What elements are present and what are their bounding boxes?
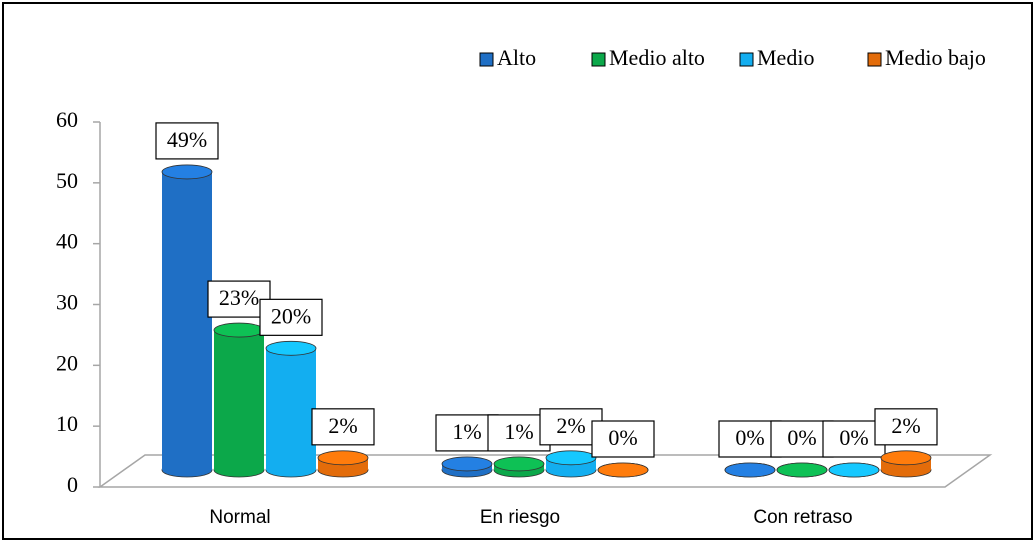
- y-tick-label: 20: [56, 350, 78, 375]
- bar-top: [597, 462, 649, 478]
- bar-top: [265, 340, 317, 356]
- legend-label: Medio alto: [609, 45, 705, 70]
- bar: [213, 322, 265, 478]
- legend-swatch: [739, 52, 754, 67]
- x-tick-label: Normal: [209, 507, 270, 528]
- data-label: 20%: [271, 303, 311, 328]
- bar: [597, 462, 649, 478]
- legend-swatch: [479, 52, 494, 67]
- x-tick-label: Con retraso: [753, 507, 852, 528]
- bar-top: [213, 322, 265, 338]
- bar-body: [162, 171, 212, 470]
- data-label: 49%: [167, 127, 207, 152]
- y-tick-label: 30: [56, 290, 78, 315]
- bar: [776, 462, 828, 478]
- bar-top: [724, 462, 776, 478]
- bar-top: [317, 450, 369, 466]
- data-label: 0%: [787, 425, 816, 450]
- data-label-box: [311, 408, 375, 446]
- bar: [317, 450, 369, 478]
- legend-label: Alto: [497, 45, 536, 70]
- data-label-box: [155, 122, 219, 160]
- bar: [724, 462, 776, 478]
- data-label: 2%: [556, 413, 585, 438]
- data-label: 2%: [328, 413, 357, 438]
- bar-top: [880, 450, 932, 466]
- data-label: 1%: [452, 419, 481, 444]
- data-label: 0%: [735, 425, 764, 450]
- bar-body: [266, 348, 316, 470]
- data-label: 1%: [504, 419, 533, 444]
- bar-top: [776, 462, 828, 478]
- bar-top: [545, 450, 597, 466]
- bar: [493, 456, 545, 478]
- bar: [828, 462, 880, 478]
- bar-top: [161, 164, 213, 180]
- legend-label: Medio: [757, 45, 814, 70]
- bar: [265, 340, 317, 478]
- data-label: 0%: [839, 425, 868, 450]
- x-tick-label: En riesgo: [480, 507, 560, 528]
- y-tick-label: 60: [56, 107, 78, 132]
- bar-top: [441, 456, 493, 472]
- legend-swatch: [867, 52, 882, 67]
- y-tick-label: 50: [56, 168, 78, 193]
- legend-swatch: [591, 52, 606, 67]
- y-tick-label: 10: [56, 411, 78, 436]
- data-label-box: [874, 408, 938, 446]
- y-tick-label: 0: [67, 472, 78, 497]
- data-label: 2%: [891, 413, 920, 438]
- bar-top: [493, 456, 545, 472]
- bar: [880, 450, 932, 478]
- y-tick-label: 40: [56, 229, 78, 254]
- bar: [545, 450, 597, 478]
- bar: [441, 456, 493, 478]
- bar-top: [828, 462, 880, 478]
- data-label: 23%: [219, 285, 259, 310]
- data-label-box: [259, 298, 323, 336]
- legend-label: Medio bajo: [885, 45, 986, 70]
- bar: [161, 164, 213, 478]
- data-label-box: [591, 420, 655, 458]
- data-label: 0%: [608, 425, 637, 450]
- bar-body: [214, 330, 264, 470]
